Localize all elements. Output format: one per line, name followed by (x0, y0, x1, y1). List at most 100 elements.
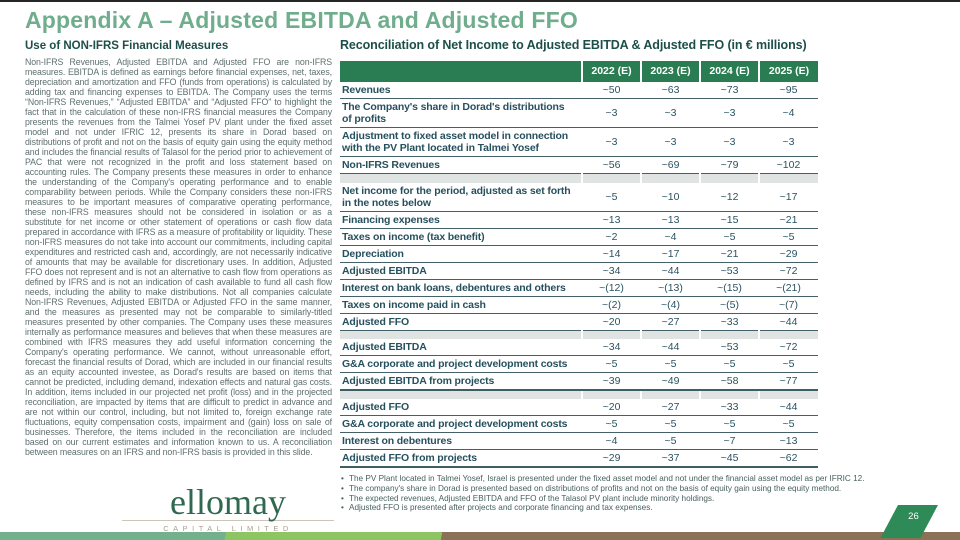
row-value: ~(15) (700, 279, 759, 297)
row-value: ~29 (759, 245, 818, 263)
row-value: ~37 (641, 449, 700, 468)
column-header: 2024 (E) (699, 61, 759, 82)
row-value: ~14 (582, 245, 641, 263)
page-title: Appendix A – Adjusted EBITDA and Adjuste… (25, 7, 578, 33)
row-value (581, 390, 641, 399)
logo-wordmark: ellomay (170, 482, 286, 522)
row-value: ~12 (700, 182, 759, 212)
row-value: ~(4) (641, 296, 700, 314)
table-row: Adjustment to fixed asset model in conne… (340, 127, 818, 157)
page-number: 26 (908, 511, 919, 522)
row-label (340, 330, 582, 339)
footnote-item: Adjusted FFO is presented after projects… (340, 503, 958, 513)
row-value: ~(21) (759, 279, 818, 297)
row-value (640, 173, 700, 183)
row-value: ~3 (641, 127, 700, 157)
row-value: ~50 (582, 82, 641, 99)
row-value: ~34 (582, 339, 641, 356)
row-value: ~72 (759, 262, 818, 280)
row-value: ~3 (582, 127, 641, 157)
row-label: Adjusted FFO (340, 399, 582, 416)
table-row: Adjusted EBITDA ~34 ~44 ~53 ~72 (340, 262, 818, 280)
row-value: ~5 (759, 355, 818, 373)
table-row: Depreciation ~14 ~17 ~21 ~29 (340, 245, 818, 263)
row-value: ~3 (582, 98, 641, 128)
column-header: 2025 (E) (758, 61, 818, 82)
table-row: Adjusted FFO ~20 ~27 ~33 ~44 (340, 313, 818, 331)
row-value (581, 330, 641, 339)
row-value: ~5 (700, 415, 759, 433)
column-header: 2023 (E) (640, 61, 700, 82)
row-value: ~5 (582, 415, 641, 433)
row-value: ~5 (641, 415, 700, 433)
row-value: ~2 (582, 228, 641, 246)
table-row: Taxes on income paid in cash ~(2) ~(4) ~(5)… (340, 296, 818, 314)
row-value (758, 390, 818, 399)
row-value (758, 173, 818, 183)
row-value: ~5 (582, 355, 641, 373)
row-value: ~53 (700, 262, 759, 280)
row-label: Interest on debentures (340, 432, 582, 450)
row-label (340, 173, 582, 183)
row-value: ~5 (759, 228, 818, 246)
row-value: ~5 (641, 432, 700, 450)
row-label: Adjusted FFO (340, 313, 582, 331)
row-label: G&A corporate and project development co… (340, 415, 582, 433)
table-row: Adjusted FFO ~20 ~27 ~33 ~44 (340, 399, 818, 416)
row-value: ~13 (641, 211, 700, 229)
row-value: ~44 (641, 262, 700, 280)
row-value: ~20 (582, 313, 641, 331)
row-value: ~44 (641, 339, 700, 356)
row-value: ~77 (759, 372, 818, 391)
table-heading: Reconciliation of Net Income to Adjusted… (340, 38, 807, 52)
table-header-row: 2022 (E) 2023 (E) 2024 (E) 2025 (E) (340, 61, 818, 82)
reconciliation-table: 2022 (E) 2023 (E) 2024 (E) 2025 (E) Reve… (340, 61, 818, 468)
row-label: Adjusted EBITDA (340, 262, 582, 280)
row-label: Adjustment to fixed asset model in conne… (340, 127, 582, 157)
table-row: Adjusted EBITDA ~34 ~44 ~53 ~72 (340, 339, 818, 356)
left-section-heading: Use of NON-IFRS Financial Measures (25, 40, 229, 52)
row-label: The Company's share in Dorad's distribut… (340, 98, 582, 128)
table-row: Non-IFRS Revenues ~56 ~69 ~79 ~102 (340, 156, 818, 174)
logo-subtitle: CAPITAL LIMITED (122, 520, 334, 533)
row-value: ~27 (641, 313, 700, 331)
row-label: Taxes on income paid in cash (340, 296, 582, 314)
row-value: ~3 (700, 127, 759, 157)
row-value: ~3 (759, 127, 818, 157)
table-row: G&A corporate and project development co… (340, 415, 818, 433)
row-value: ~3 (700, 98, 759, 128)
table-row: Interest on debentures ~4 ~5 ~7 ~13 (340, 432, 818, 450)
row-value (581, 173, 641, 183)
table-row: Interest on bank loans, debentures and o… (340, 279, 818, 297)
row-label: Taxes on income (tax benefit) (340, 228, 582, 246)
row-value: ~(5) (700, 296, 759, 314)
row-value: ~21 (759, 211, 818, 229)
separator-row (340, 173, 818, 183)
table-row: G&A corporate and project development co… (340, 355, 818, 373)
row-value: ~95 (759, 82, 818, 99)
row-value: ~56 (582, 156, 641, 174)
table-row: Financing expenses ~13 ~13 ~15 ~21 (340, 211, 818, 229)
row-value: ~63 (641, 82, 700, 99)
footer-color-strip (0, 532, 960, 540)
table-row: Revenues ~50 ~63 ~73 ~95 (340, 82, 818, 99)
non-ifrs-measures-section: Use of NON-IFRS Financial Measures Non-I… (25, 40, 332, 457)
row-value: ~13 (582, 211, 641, 229)
row-value: ~33 (700, 399, 759, 416)
row-value (640, 330, 700, 339)
footnote-item: The company's share in Dorad is presente… (340, 484, 958, 494)
table-row: The Company's share in Dorad's distribut… (340, 98, 818, 128)
row-value: ~17 (759, 182, 818, 212)
row-value: ~44 (759, 313, 818, 331)
row-label: Adjusted EBITDA from projects (340, 372, 582, 391)
row-value: ~13 (759, 432, 818, 450)
row-value: ~45 (700, 449, 759, 468)
row-value (699, 390, 759, 399)
row-value: ~(7) (759, 296, 818, 314)
row-value: ~21 (700, 245, 759, 263)
row-value: ~7 (700, 432, 759, 450)
row-label (340, 390, 582, 399)
ellomay-logo: ellomay CAPITAL LIMITED (106, 482, 350, 533)
row-value: ~10 (641, 182, 700, 212)
